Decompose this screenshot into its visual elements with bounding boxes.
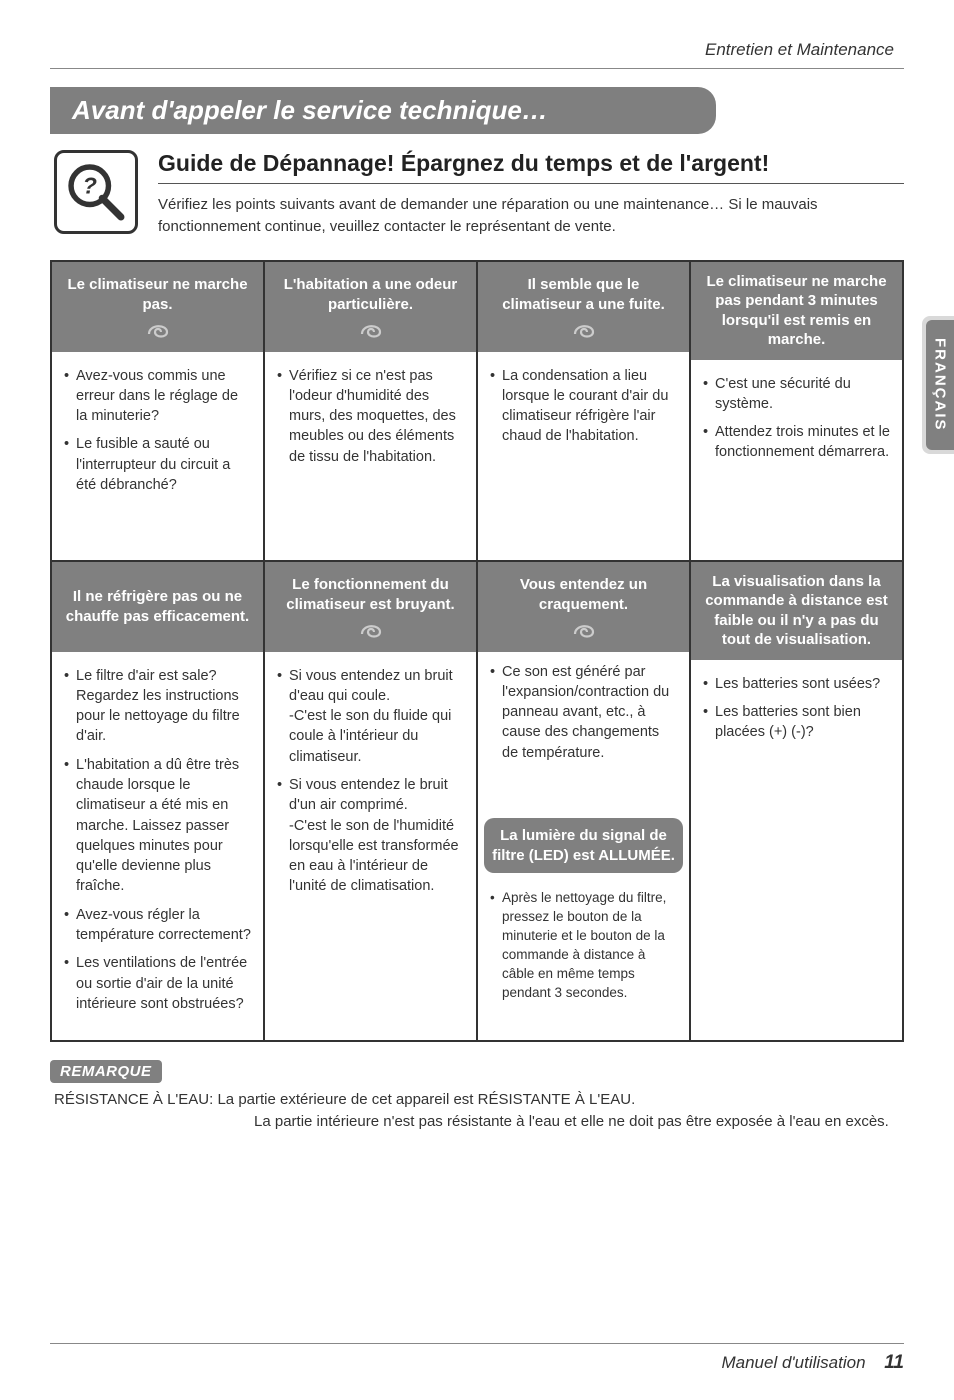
table-col: Le climatiseur ne marche pas. Avez-vous … (52, 262, 265, 560)
header-text: Le climatiseur ne marche pas. (60, 275, 255, 314)
guide-subtitle: Vérifiez les points suivants avant de de… (158, 194, 904, 238)
cell-body: Vérifiez si ce n'est pas l'odeur d'humid… (265, 352, 476, 560)
page-number: 11 (884, 1352, 904, 1373)
table-row: Il ne réfrigère pas ou ne chauffe pas ef… (52, 560, 902, 1041)
swirl-icon (571, 618, 597, 638)
list-item: Les batteries sont usées? (703, 674, 890, 694)
cell-body: La condensation a lieu lorsque le couran… (478, 352, 689, 560)
top-rule (50, 68, 904, 69)
list-item: Après le nettoyage du filtre, pressez le… (490, 889, 677, 1002)
remark-line1: RÉSISTANCE À L'EAU: La partie extérieure… (54, 1091, 635, 1108)
sub-banner: La lumière du signal de filtre (LED) est… (484, 818, 683, 873)
cell-header: La visualisation dans la commande à dist… (691, 562, 902, 660)
breadcrumb: Entretien et Maintenance (50, 40, 904, 60)
footer-text: Manuel d'utilisation (721, 1353, 865, 1372)
remark-text: RÉSISTANCE À L'EAU: La partie extérieure… (50, 1089, 904, 1133)
remark-box: REMARQUE RÉSISTANCE À L'EAU: La partie e… (50, 1060, 904, 1133)
table-col: L'habitation a une odeur particulière. V… (265, 262, 478, 560)
list-item: Si vous entendez un bruit d'eau qui coul… (277, 666, 464, 767)
guide-title: Guide de Dépannage! Épargnez du temps et… (158, 150, 904, 184)
cell-body: C'est une sécurité du système. Attendez … (691, 360, 902, 560)
remark-tag: REMARQUE (50, 1060, 162, 1083)
cell-header: Il semble que le climatiseur a une fuite… (478, 262, 689, 352)
list-item: Attendez trois minutes et le fonctionnem… (703, 422, 890, 463)
list-item: C'est une sécurité du système. (703, 374, 890, 415)
list-item: Les ventilations de l'entrée ou sortie d… (64, 953, 251, 1014)
cell-body: Le filtre d'air est sale? Regardez les i… (52, 652, 263, 1041)
table-col: Vous entendez un craquement. Ce son est … (478, 562, 691, 1041)
cell-header: Le climatiseur ne marche pas pendant 3 m… (691, 262, 902, 360)
footer: Manuel d'utilisation 11 (50, 1343, 904, 1374)
cell-header: Le fonctionnement du climatiseur est bru… (265, 562, 476, 652)
remark-line2: La partie intérieure n'est pas résistant… (54, 1111, 904, 1133)
swirl-icon (358, 618, 384, 638)
list-item: Vérifiez si ce n'est pas l'odeur d'humid… (277, 366, 464, 467)
list-item: Si vous entendez le bruit d'un air compr… (277, 775, 464, 897)
table-col: La visualisation dans la commande à dist… (691, 562, 902, 1041)
svg-text:?: ? (83, 173, 97, 199)
troubleshoot-table: Le climatiseur ne marche pas. Avez-vous … (50, 260, 904, 1043)
cell-header: L'habitation a une odeur particulière. (265, 262, 476, 352)
cell-body: Les batteries sont usées? Les batteries … (691, 660, 902, 1041)
cell-body: Ce son est généré par l'expansion/contra… (478, 652, 689, 813)
table-col: Le climatiseur ne marche pas pendant 3 m… (691, 262, 902, 560)
cell-body: Si vous entendez un bruit d'eau qui coul… (265, 652, 476, 1041)
table-row: Le climatiseur ne marche pas. Avez-vous … (52, 262, 902, 560)
header-text: Il semble que le climatiseur a une fuite… (486, 275, 681, 314)
table-col: Il ne réfrigère pas ou ne chauffe pas ef… (52, 562, 265, 1041)
header-text: Le fonctionnement du climatiseur est bru… (273, 575, 468, 614)
swirl-icon (145, 318, 171, 338)
cell-header: Vous entendez un craquement. (478, 562, 689, 652)
cell-body: Après le nettoyage du filtre, pressez le… (478, 879, 689, 1040)
list-item: Le fusible a sauté ou l'interrupteur du … (64, 434, 251, 495)
section-banner: Avant d'appeler le service technique… (50, 87, 716, 134)
list-item: Avez-vous régler la température correcte… (64, 905, 251, 946)
header-text: Le climatiseur ne marche pas pendant 3 m… (699, 272, 894, 350)
guide-text-block: Guide de Dépannage! Épargnez du temps et… (158, 150, 904, 238)
header-text: La visualisation dans la commande à dist… (699, 572, 894, 650)
page: Entretien et Maintenance Avant d'appeler… (0, 0, 954, 1163)
header-text: L'habitation a une odeur particulière. (273, 275, 468, 314)
header-text: Il ne réfrigère pas ou ne chauffe pas ef… (60, 587, 255, 626)
magnifier-question-icon: ? (54, 150, 138, 234)
list-item: L'habitation a dû être très chaude lorsq… (64, 755, 251, 897)
list-item: Ce son est généré par l'expansion/contra… (490, 662, 677, 763)
table-col: Le fonctionnement du climatiseur est bru… (265, 562, 478, 1041)
cell-header: Il ne réfrigère pas ou ne chauffe pas ef… (52, 562, 263, 652)
list-item: Le filtre d'air est sale? Regardez les i… (64, 666, 251, 747)
list-item: Avez-vous commis une erreur dans le régl… (64, 366, 251, 427)
guide-row: ? Guide de Dépannage! Épargnez du temps … (50, 150, 904, 238)
table-col: Il semble que le climatiseur a une fuite… (478, 262, 691, 560)
swirl-icon (358, 318, 384, 338)
cell-header: Le climatiseur ne marche pas. (52, 262, 263, 352)
cell-body: Avez-vous commis une erreur dans le régl… (52, 352, 263, 560)
list-item: La condensation a lieu lorsque le couran… (490, 366, 677, 447)
list-item: Les batteries sont bien placées (+) (-)? (703, 702, 890, 743)
swirl-icon (571, 318, 597, 338)
header-text: Vous entendez un craquement. (486, 575, 681, 614)
